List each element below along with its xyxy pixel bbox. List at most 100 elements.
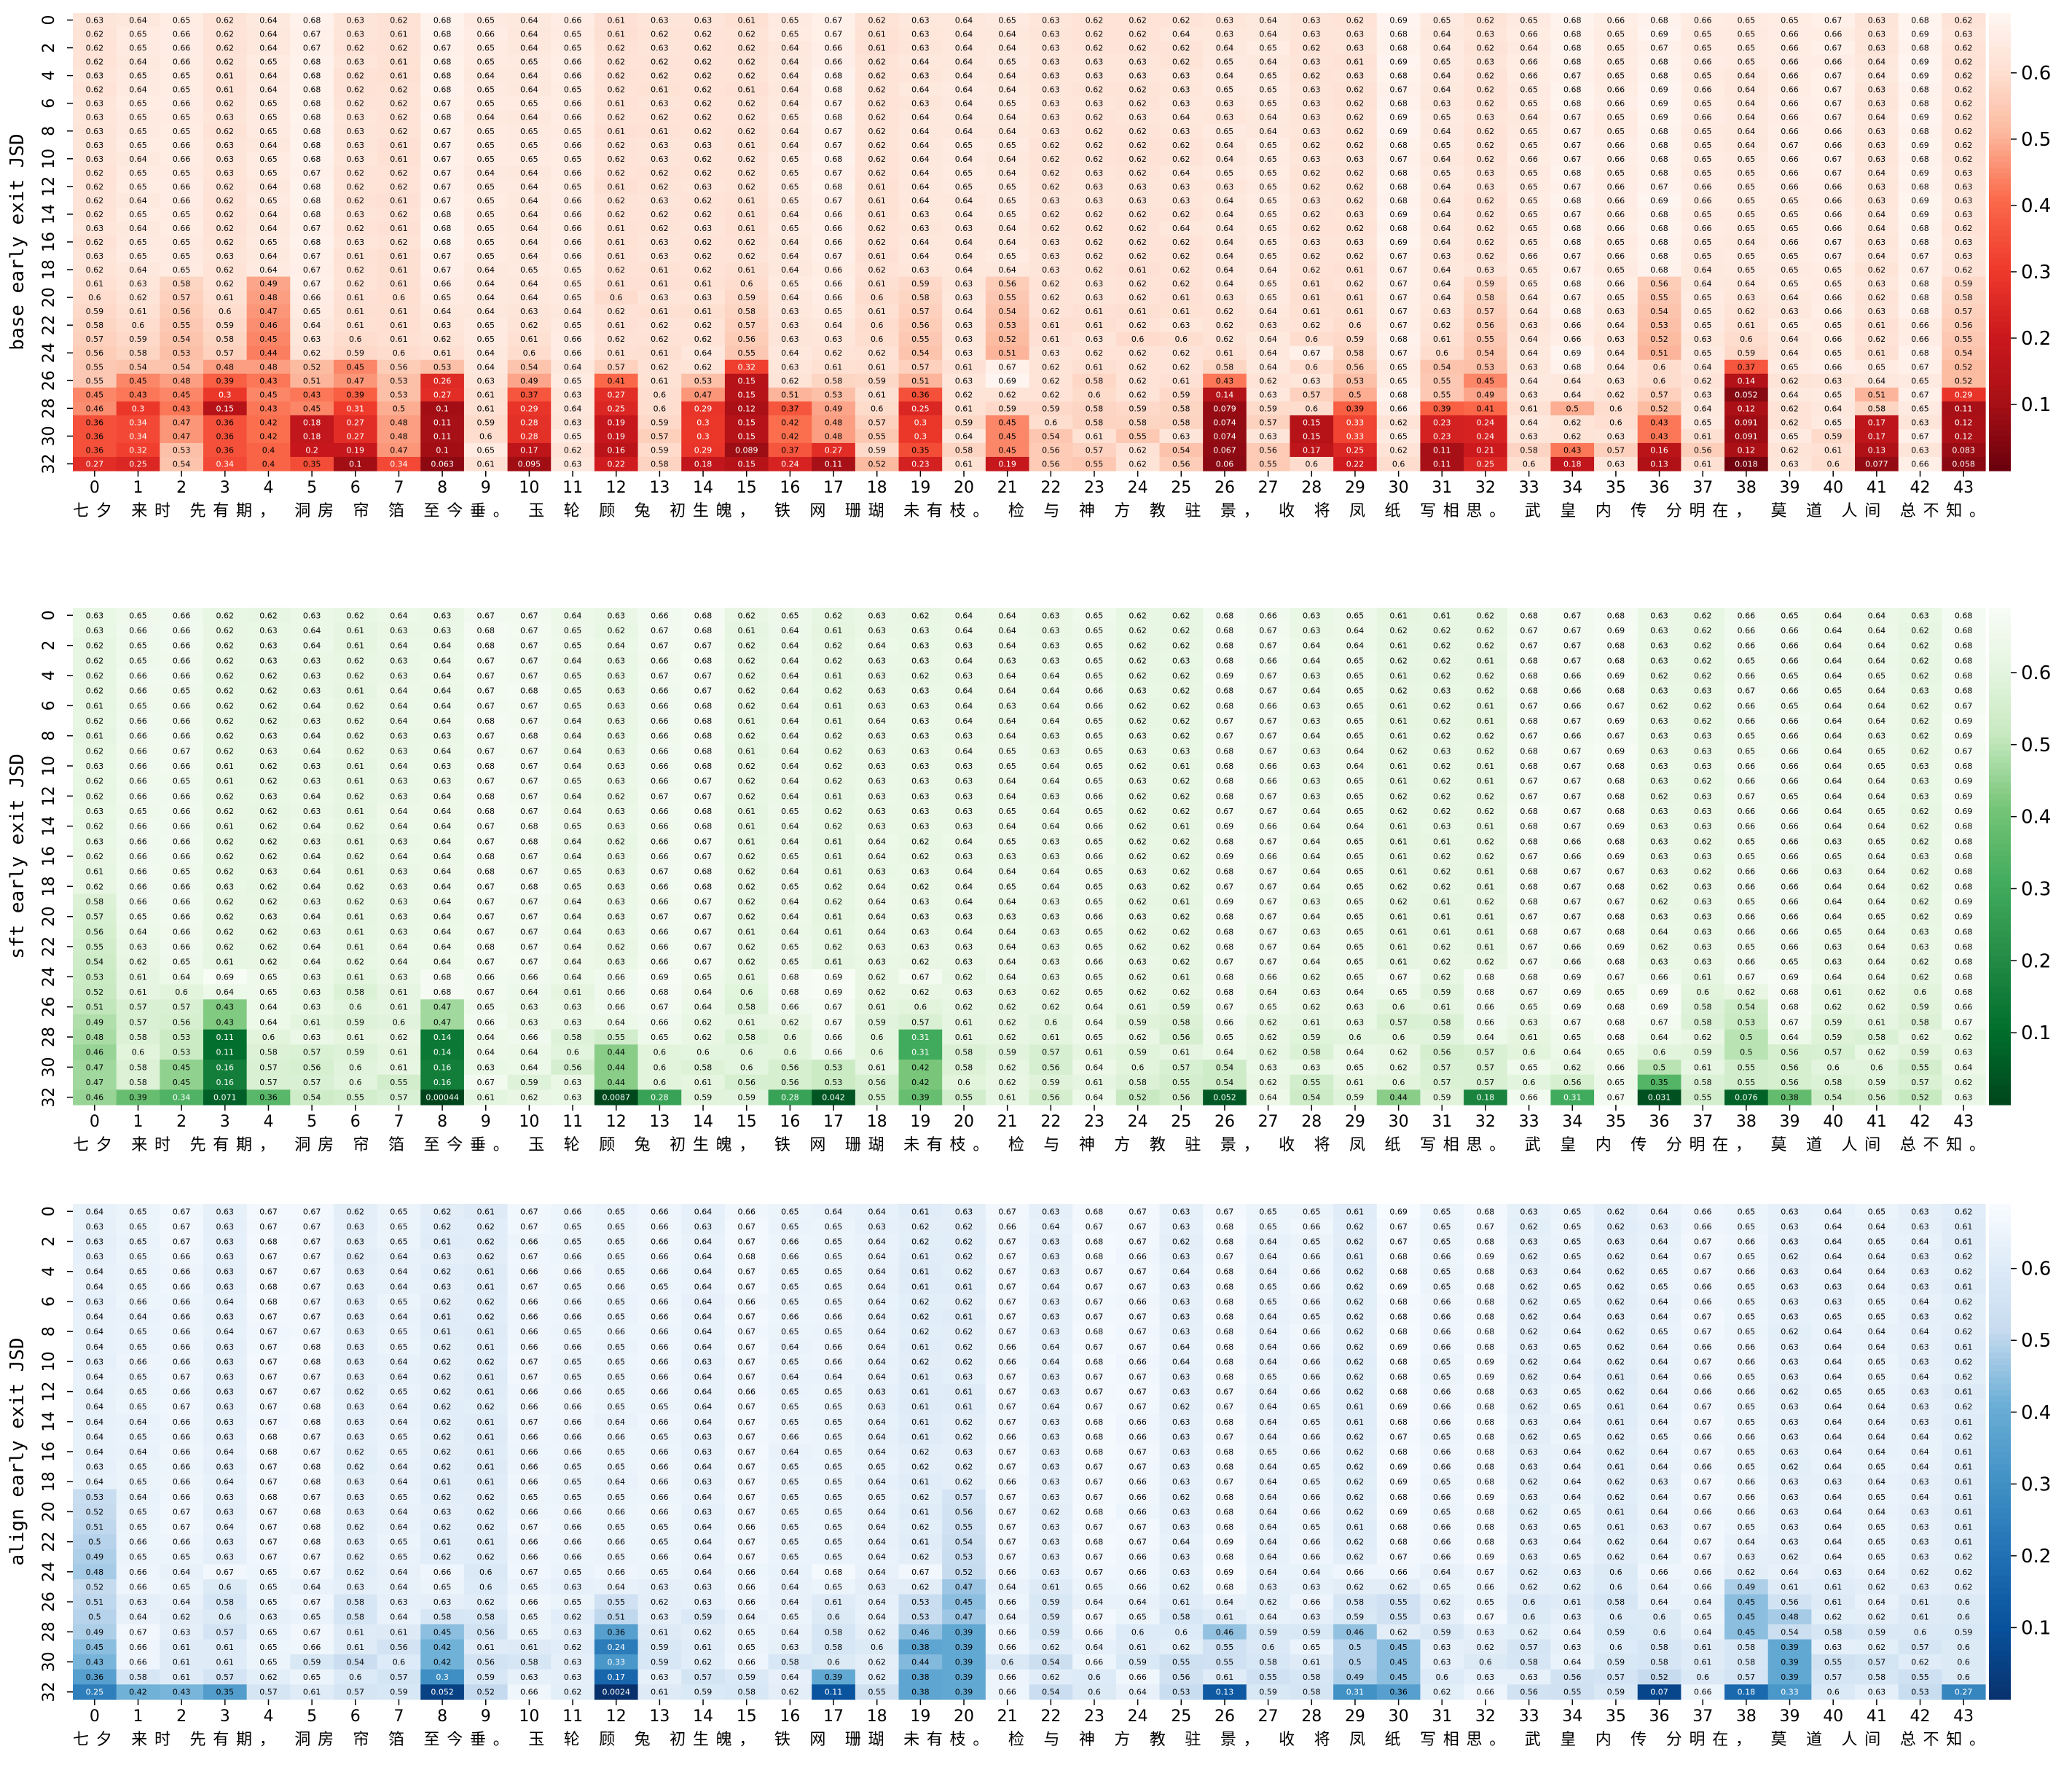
cell-value-label: 0.66 — [825, 279, 843, 289]
cell-value-label: 0.61 — [651, 376, 669, 386]
cell-value-label: 0.65 — [1259, 182, 1277, 192]
cell-value-label: 0.62 — [216, 626, 235, 635]
cell-value-label: 0.68 — [1911, 154, 1929, 164]
cell-value-label: 0.69 — [1216, 852, 1234, 861]
cell-value-label: 0.67 — [303, 30, 321, 39]
cell-value-label: 0.61 — [390, 58, 408, 67]
cell-value-label: 0.62 — [1433, 852, 1451, 861]
cell-value-label: 0.64 — [1520, 293, 1538, 302]
cell-value-label: 0.62 — [1477, 85, 1495, 95]
cell-value-label: 0.64 — [1563, 376, 1582, 386]
cell-value-label: 0.66 — [825, 265, 843, 275]
cell-value-label: 0.65 — [1433, 16, 1451, 26]
cell-value-label: 0.58 — [1172, 404, 1190, 413]
cell-value-label: 0.63 — [1650, 746, 1668, 756]
cell-value-label: 0.62 — [1389, 626, 1408, 635]
cell-value-label: 0.68 — [303, 196, 321, 206]
cell-value-label: 0.11 — [433, 431, 452, 441]
cell-value-label: 0.62 — [1086, 251, 1104, 261]
heatmap-cell — [637, 41, 682, 55]
cell-value-label: 0.62 — [607, 141, 625, 150]
colorbar-segment — [1989, 356, 2011, 363]
cell-value-label: 0.62 — [347, 71, 365, 81]
cell-value-label: 0.36 — [216, 431, 235, 441]
cell-value-label: 0.3 — [219, 390, 232, 399]
cell-value-label: 0.62 — [1389, 807, 1408, 816]
cell-value-label: 0.61 — [1477, 912, 1495, 922]
cell-value-label: 0.64 — [998, 85, 1016, 95]
cell-value-label: 0.15 — [1303, 431, 1321, 441]
cell-value-label: 0.67 — [1563, 656, 1582, 665]
x-tick-label: 32 — [1475, 479, 1496, 497]
cell-value-label: 0.68 — [1911, 99, 1929, 109]
cell-value-label: 0.12 — [1738, 404, 1756, 413]
colorbar-segment — [1989, 122, 2011, 128]
cell-value-label: 0.65 — [564, 30, 582, 39]
cell-value-label: 0.63 — [1868, 154, 1886, 164]
cell-value-label: 0.63 — [1346, 30, 1365, 39]
cell-value-label: 0.69 — [1216, 897, 1234, 907]
cell-value-label: 0.65 — [1868, 807, 1886, 816]
cell-value-label: 0.63 — [390, 732, 408, 741]
heatmap-panel-0: 0.63 0.64 0.65 0.62 0.64 0.68 0.63 0.62 0.68 0.65… — [7, 13, 2051, 520]
cell-value-label: 0.64 — [1738, 127, 1756, 136]
cell-value-label: 0.39 — [1433, 404, 1451, 413]
cell-value-label: 0.68 — [694, 867, 713, 877]
cell-value-label: 0.65 — [781, 182, 799, 192]
cell-value-label: 0.63 — [1216, 293, 1234, 302]
cell-value-label: 0.68 — [1911, 224, 1929, 233]
cell-value-label: 0.63 — [1303, 626, 1321, 635]
cell-value-label: 0.62 — [1129, 807, 1147, 816]
cell-value-label: 0.63 — [347, 210, 365, 219]
heatmap-cell — [942, 27, 986, 42]
cell-value-label: 0.55 — [1650, 293, 1668, 302]
cell-value-label: 0.65 — [129, 251, 147, 261]
cell-value-label: 0.61 — [390, 71, 408, 81]
cell-value-label: 0.63 — [86, 251, 104, 261]
cell-value-label: 0.59 — [868, 445, 886, 455]
cell-value-label: 0.27 — [347, 431, 365, 441]
heatmap-cell — [1246, 55, 1291, 69]
x-tick-label: 37 — [1692, 479, 1713, 497]
cell-value-label: 0.62 — [1042, 307, 1060, 316]
cell-value-label: 0.68 — [303, 71, 321, 81]
heatmap-cell — [1029, 27, 1073, 42]
heatmap-cell — [1159, 13, 1204, 28]
cell-value-label: 0.69 — [1911, 58, 1929, 67]
cell-value-label: 0.69 — [1216, 671, 1234, 681]
cell-value-label: 0.67 — [1389, 251, 1408, 261]
cell-value-label: 0.62 — [1172, 686, 1190, 696]
cell-value-label: 0.65 — [1216, 168, 1234, 178]
cell-value-label: 0.65 — [520, 99, 538, 109]
cell-value-label: 0.65 — [781, 30, 799, 39]
cell-value-label: 0.65 — [1520, 141, 1538, 150]
cell-value-label: 0.36 — [216, 418, 235, 427]
heatmap-cell — [116, 41, 160, 55]
cell-value-label: 0.64 — [911, 154, 930, 164]
cell-value-label: 0.62 — [1216, 321, 1234, 330]
cell-value-label: 0.52 — [1650, 334, 1668, 344]
x-tick-label: 41 — [1867, 479, 1887, 497]
cell-value-label: 0.62 — [86, 716, 104, 726]
cell-value-label: 0.69 — [1650, 196, 1668, 206]
cell-value-label: 0.62 — [216, 686, 235, 696]
y-tick-label: 24 — [40, 343, 58, 363]
cell-value-label: 0.67 — [651, 626, 669, 635]
cell-value-label: 0.66 — [173, 716, 191, 726]
cell-value-label: 0.61 — [868, 182, 886, 192]
heatmap-cell — [420, 69, 465, 83]
cell-value-label: 0.64 — [477, 279, 495, 289]
cell-value-label: 0.65 — [998, 99, 1016, 109]
cell-value-label: 0.65 — [1520, 168, 1538, 178]
heatmap-cell — [1855, 55, 1899, 69]
cell-value-label: 0.62 — [1389, 791, 1408, 801]
cell-value-label: 0.67 — [1216, 807, 1234, 816]
cell-value-label: 0.63 — [1607, 376, 1625, 386]
cell-value-label: 0.62 — [1694, 656, 1712, 665]
cell-value-label: 0.65 — [781, 196, 799, 206]
cell-value-label: 0.62 — [1303, 71, 1321, 81]
cell-value-label: 0.4 — [262, 445, 275, 455]
cell-value-label: 0.66 — [1086, 686, 1104, 696]
cell-value-label: 0.59 — [1129, 404, 1147, 413]
cell-value-label: 0.63 — [1911, 445, 1929, 455]
